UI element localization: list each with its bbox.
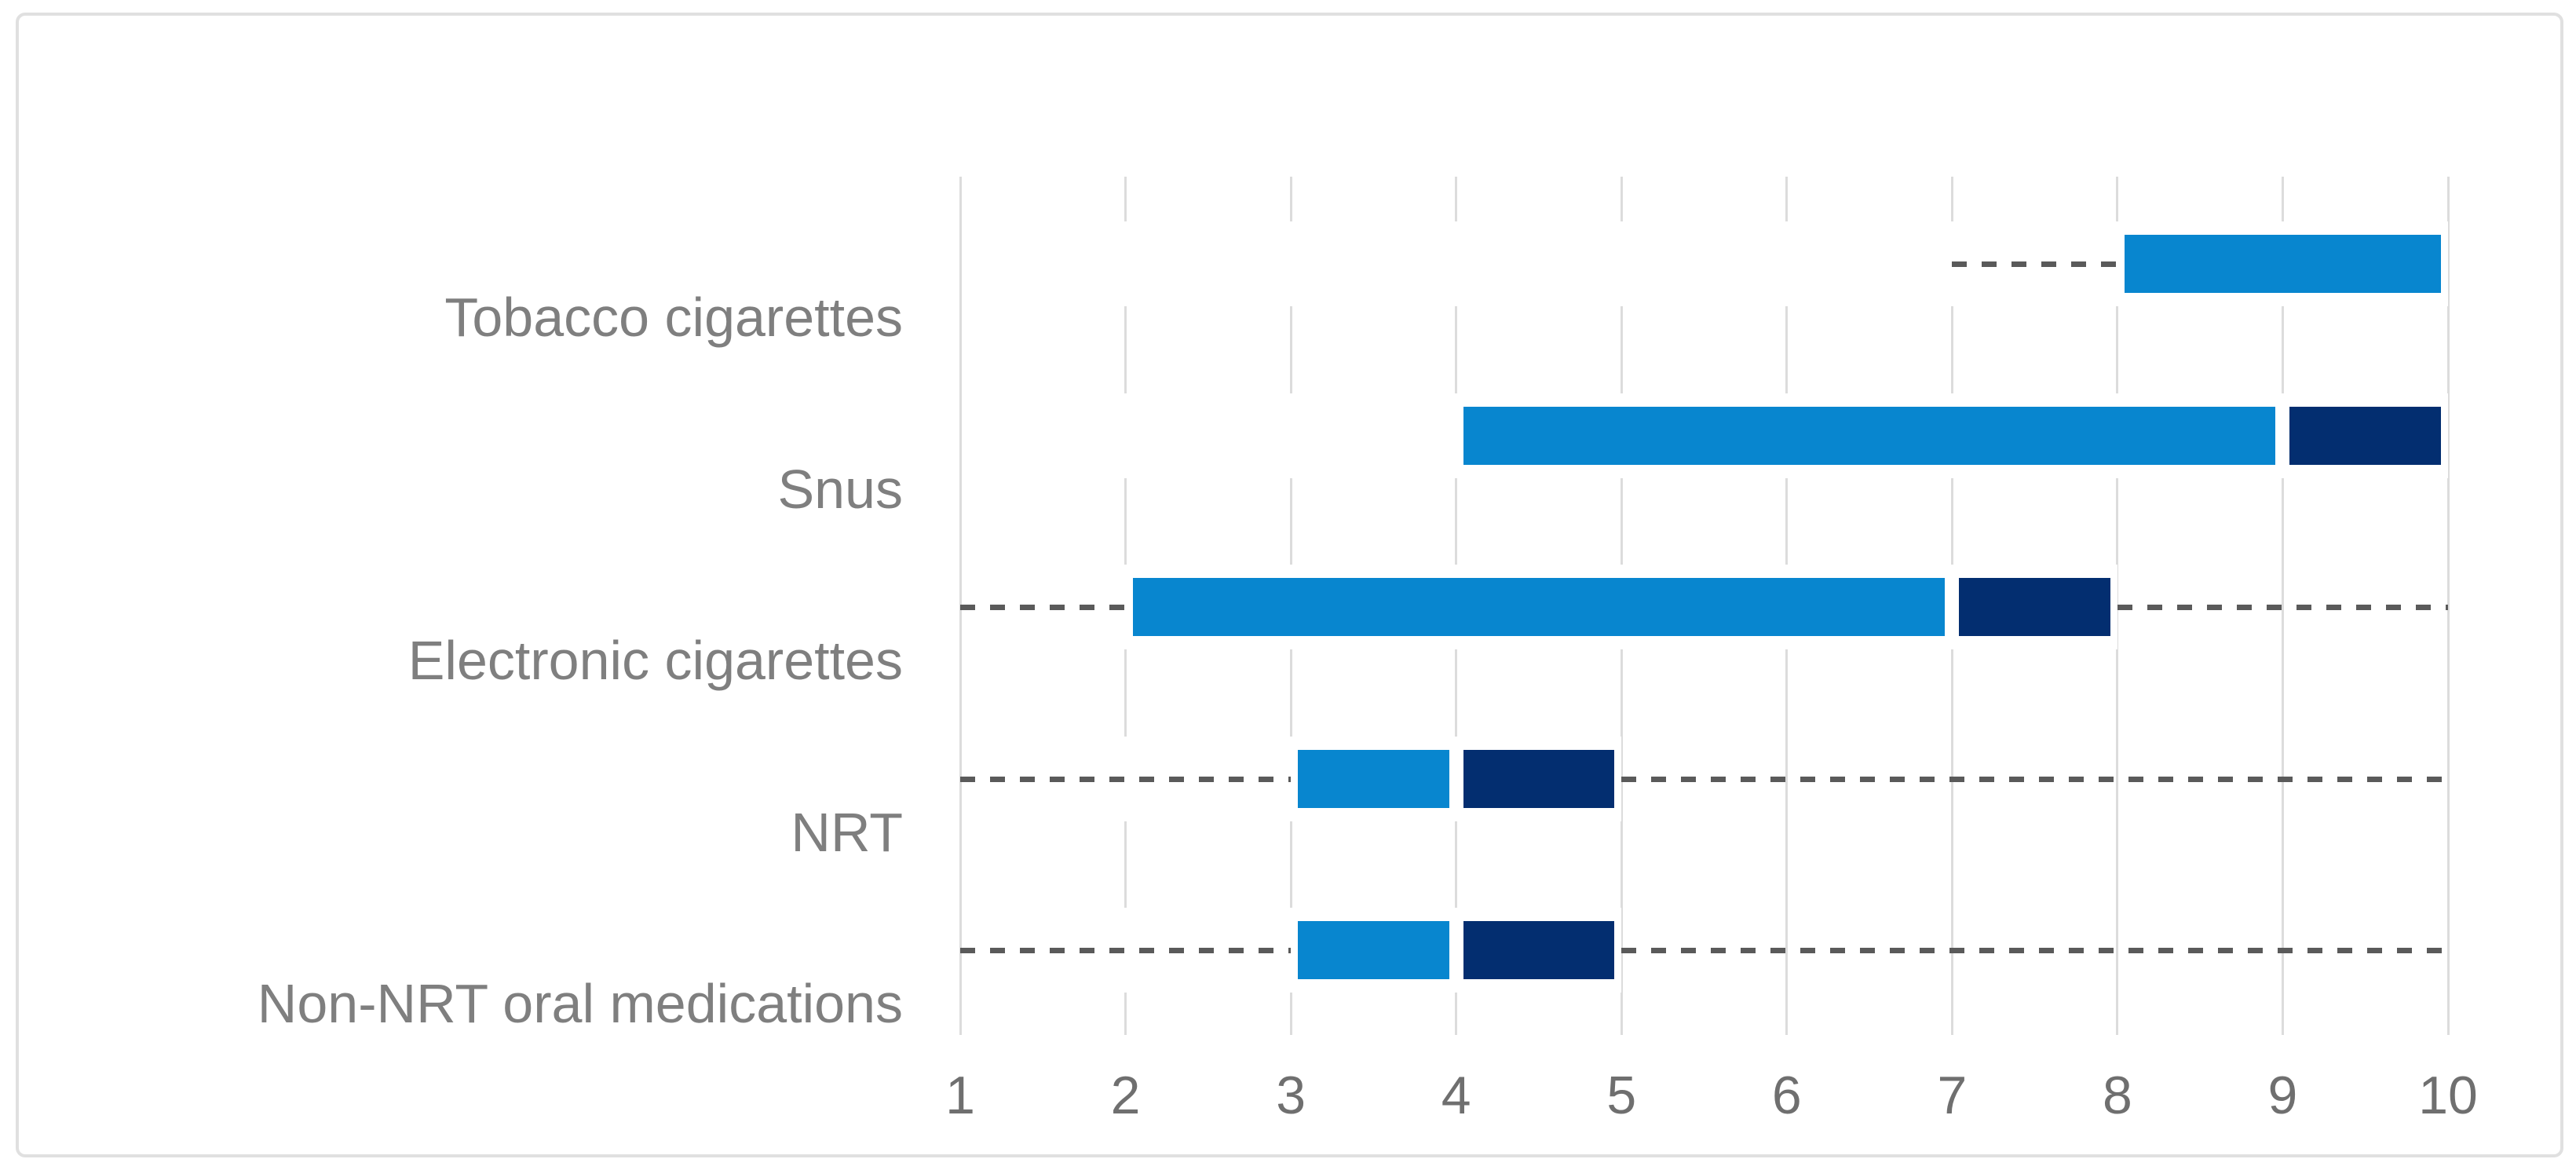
chart-frame-border [16,13,2563,1157]
